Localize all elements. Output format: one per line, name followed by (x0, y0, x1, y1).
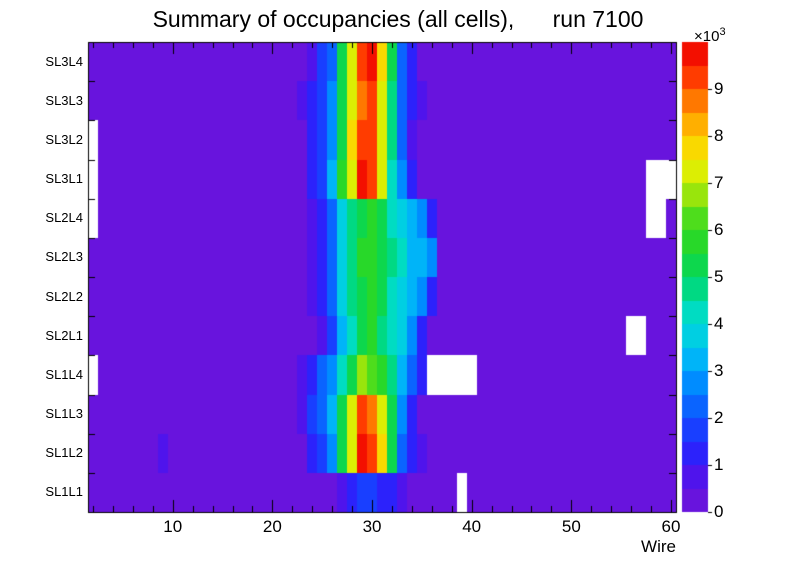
occupancy-figure: Summary of occupancies (all cells), run … (0, 0, 796, 572)
heatmap-canvas (0, 0, 796, 572)
